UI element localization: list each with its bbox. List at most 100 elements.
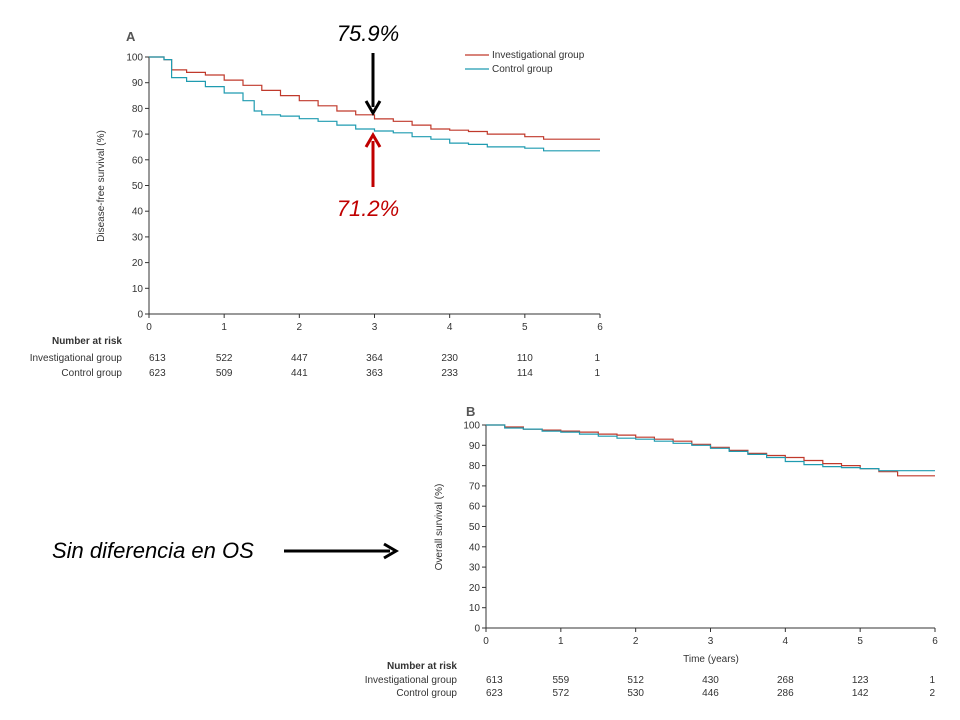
risk-value: 447 xyxy=(291,353,308,364)
risk-value: 1 xyxy=(594,353,600,364)
risk-value: 522 xyxy=(216,353,233,364)
risk-value: 123 xyxy=(852,675,869,686)
x-tick-label: 1 xyxy=(558,636,564,647)
y-tick-label: 0 xyxy=(474,624,480,635)
y-tick-label: 0 xyxy=(137,310,143,321)
risk-row-label: Investigational group xyxy=(365,675,458,686)
y-tick-label: 10 xyxy=(132,284,144,295)
panel-b-letter: B xyxy=(466,404,475,419)
risk-heading: Number at risk xyxy=(387,661,457,672)
panel-a-legend: Investigational group Control group xyxy=(465,50,585,75)
risk-row-label: Control group xyxy=(396,688,457,699)
x-tick-label: 4 xyxy=(447,322,453,333)
panel-b-number-at-risk: Number at risk Investigational group Con… xyxy=(365,661,936,699)
x-tick-label: 0 xyxy=(483,636,489,647)
risk-value: 623 xyxy=(486,688,503,699)
annotation-bottom: 71.2% xyxy=(337,132,399,221)
panel-a-series xyxy=(149,56,600,152)
risk-value: 623 xyxy=(149,368,166,379)
risk-values: 613 522 447 364 230 110 1 623 509 441 363 233 114 1 xyxy=(149,353,600,379)
y-tick-label: 100 xyxy=(126,53,143,64)
y-tick-label: 80 xyxy=(132,104,144,115)
risk-value: 114 xyxy=(517,368,533,379)
risk-row-label: Investigational group xyxy=(30,353,123,364)
risk-value: 142 xyxy=(852,688,869,699)
up-arrow-head-icon xyxy=(364,132,382,148)
x-tick-label: 1 xyxy=(221,322,227,333)
series-line-control xyxy=(486,424,935,472)
panel-b-axes: 0 10 20 30 40 50 60 70 80 90 100 0 1 2 3 4 5 6 xyxy=(463,421,938,648)
panel-a-letter: A xyxy=(126,29,136,44)
risk-value: 613 xyxy=(486,675,503,686)
y-tick-label: 90 xyxy=(469,441,481,452)
risk-value: 2 xyxy=(929,688,935,699)
side-note-text: Sin diferencia en OS xyxy=(52,538,254,563)
panel-a-number-at-risk: Number at risk Investigational group Con… xyxy=(30,336,601,379)
panel-a-y-axis-label: Disease-free survival (%) xyxy=(96,130,107,242)
y-tick-label: 40 xyxy=(469,542,481,553)
risk-value: 530 xyxy=(627,688,644,699)
x-tick-label: 5 xyxy=(522,322,528,333)
risk-value: 1 xyxy=(594,368,600,379)
x-tick-label: 2 xyxy=(297,322,303,333)
x-tick-label: 3 xyxy=(708,636,714,647)
risk-value: 363 xyxy=(366,368,383,379)
y-tick-label: 30 xyxy=(469,563,481,574)
y-tick-label: 30 xyxy=(132,232,144,243)
y-tick-label: 60 xyxy=(469,502,481,513)
side-note: Sin diferencia en OS xyxy=(52,538,399,563)
annotation-top: 75.9% xyxy=(337,21,399,116)
panel-b-y-axis-label: Overall survival (%) xyxy=(434,484,445,571)
risk-value: 430 xyxy=(702,675,719,686)
risk-value: 1 xyxy=(929,675,935,686)
risk-heading: Number at risk xyxy=(52,336,122,347)
legend-label-investigational: Investigational group xyxy=(492,50,585,61)
risk-value: 572 xyxy=(552,688,569,699)
risk-value: 512 xyxy=(627,675,644,686)
x-tick-label: 6 xyxy=(597,322,603,333)
top-value-label: 75.9% xyxy=(337,21,399,46)
x-tick-label: 2 xyxy=(633,636,639,647)
risk-value: 268 xyxy=(777,675,794,686)
y-tick-label: 20 xyxy=(132,258,144,269)
x-tick-label: 5 xyxy=(857,636,863,647)
risk-value: 364 xyxy=(366,353,383,364)
y-tick-label: 80 xyxy=(469,461,481,472)
panel-b-x-axis-label: Time (years) xyxy=(683,654,739,665)
risk-values: 613 559 512 430 268 123 1 623 572 530 446 286 142 2 xyxy=(486,675,935,699)
risk-value: 110 xyxy=(517,353,533,364)
risk-value: 230 xyxy=(441,353,458,364)
y-tick-label: 20 xyxy=(469,583,481,594)
risk-value: 286 xyxy=(777,688,794,699)
x-tick-label: 4 xyxy=(783,636,789,647)
y-tick-label: 90 xyxy=(132,78,144,89)
y-tick-label: 60 xyxy=(132,155,144,166)
right-arrow-head-icon xyxy=(383,542,399,560)
series-line-control xyxy=(149,56,600,152)
y-tick-label: 70 xyxy=(469,481,481,492)
risk-row-label: Control group xyxy=(61,368,122,379)
risk-value: 509 xyxy=(216,368,233,379)
y-tick-label: 100 xyxy=(463,421,480,432)
x-tick-label: 6 xyxy=(932,636,938,647)
risk-value: 441 xyxy=(291,368,308,379)
y-tick-label: 50 xyxy=(469,522,481,533)
risk-value: 446 xyxy=(702,688,719,699)
risk-value: 613 xyxy=(149,353,166,364)
y-tick-label: 10 xyxy=(469,603,481,614)
down-arrow-head-icon xyxy=(364,100,382,116)
series-line-investigational xyxy=(149,56,600,140)
panel-a-axes: 0 10 20 30 40 50 60 70 80 90 100 0 1 2 3 4 5 6 xyxy=(126,53,603,334)
risk-value: 559 xyxy=(552,675,569,686)
bottom-value-label: 71.2% xyxy=(337,196,399,221)
panel-a-chart: A 0 10 20 30 40 50 60 70 80 90 100 0 1 2 3 4 5 6 Disease-… xyxy=(30,29,604,379)
y-tick-label: 70 xyxy=(132,130,144,141)
panel-b-series xyxy=(486,424,935,477)
x-tick-label: 3 xyxy=(372,322,378,333)
y-tick-label: 40 xyxy=(132,207,144,218)
legend-label-control: Control group xyxy=(492,64,553,75)
y-tick-label: 50 xyxy=(132,181,144,192)
risk-value: 233 xyxy=(441,368,458,379)
